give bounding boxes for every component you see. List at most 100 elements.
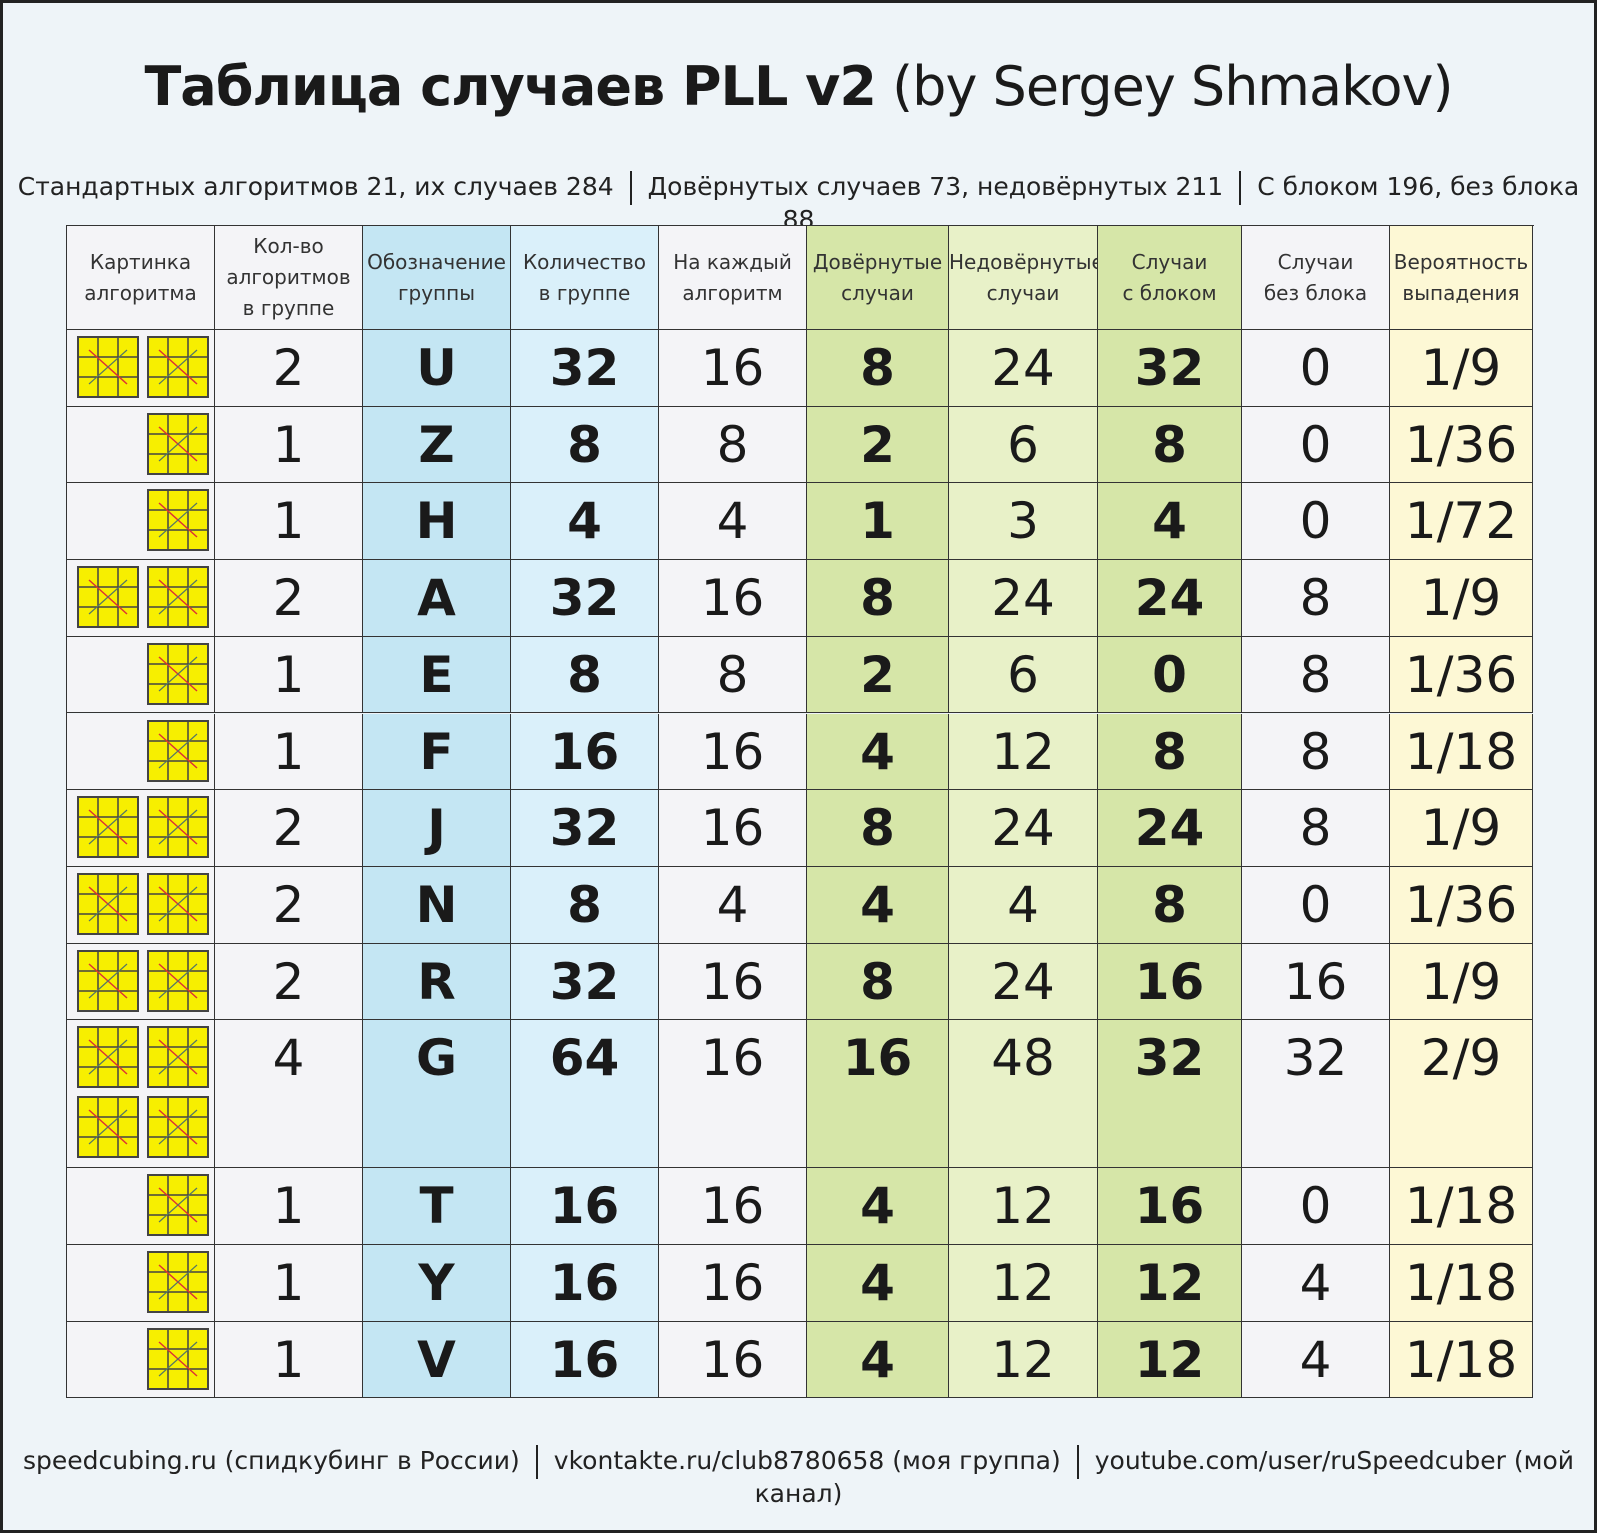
table-cell: 4 [659, 483, 807, 561]
table-cell: J [363, 790, 511, 867]
column-header: Кол-во алгоритмов в группе [215, 226, 363, 330]
column-header: Недовёрнутые случаи [949, 226, 1104, 330]
cube-icon [77, 1026, 139, 1089]
header-line: случаи [841, 280, 914, 305]
icon-cell [67, 943, 215, 1021]
table-cell: 1/18 [1390, 1245, 1533, 1322]
table-cell: 16 [659, 1168, 807, 1246]
table-cell: 1/36 [1390, 636, 1533, 714]
table-cell: 0 [1242, 483, 1390, 561]
header-line: Обозначение [367, 249, 506, 274]
table-cell: 1 [215, 713, 363, 791]
table-cell: 32 [511, 560, 659, 637]
table-cell: 8 [511, 406, 659, 484]
table-cell: 16 [511, 1168, 659, 1246]
table-cell: 48 [949, 1020, 1098, 1169]
table-cell: 0 [1242, 406, 1390, 484]
table-cell: 8 [1098, 406, 1242, 484]
table-cell: 32 [1098, 330, 1242, 407]
table-cell: 1 [215, 1168, 363, 1246]
table-cell: 16 [511, 1321, 659, 1399]
table-cell: N [363, 866, 511, 944]
header-line: Количество [522, 249, 646, 274]
cube-icon [147, 566, 209, 629]
header-line: Недовёрнутые [949, 249, 1104, 274]
table-cell: G [363, 1020, 511, 1169]
table-cell: 8 [1242, 713, 1390, 791]
cube-icon [147, 1327, 209, 1390]
table-cell: 1/18 [1390, 1168, 1533, 1246]
table-cell: 6 [949, 636, 1098, 714]
table-cell: 3 [949, 483, 1098, 561]
table-cell: 6 [949, 406, 1098, 484]
header-line: в группе [538, 280, 631, 305]
table-cell: 8 [1242, 790, 1390, 867]
column-header: Обозначение группы [363, 226, 511, 330]
link: youtube.com/user/ruSpeedcuber (мой канал… [754, 1446, 1575, 1508]
column-header: Случаи без блока [1242, 226, 1390, 330]
table-cell: 2 [807, 636, 949, 714]
table-cell: 8 [659, 636, 807, 714]
table-cell: 2 [807, 406, 949, 484]
table-cell: V [363, 1321, 511, 1399]
table-cell: 64 [511, 1020, 659, 1169]
table-cell: 16 [1242, 943, 1390, 1021]
title-rest: (by Sergey Shmakov) [892, 55, 1453, 118]
table-cell: 12 [1098, 1245, 1242, 1322]
table-cell: 12 [949, 713, 1098, 791]
table-cell: 0 [1242, 1168, 1390, 1246]
table-cell: 1/9 [1390, 943, 1533, 1021]
icon-cell [67, 790, 215, 867]
table-cell: 12 [1098, 1321, 1242, 1399]
icon-cell [67, 1245, 215, 1322]
table-cell: 8 [511, 636, 659, 714]
title: Таблица случаев PLL v2 (by Sergey Shmako… [3, 55, 1594, 118]
cube-icon [77, 872, 139, 935]
icon-cell [67, 330, 215, 407]
table-cell: 16 [511, 1245, 659, 1322]
table-cell: 8 [659, 406, 807, 484]
table-cell: 1/9 [1390, 330, 1533, 407]
table-cell: 1 [807, 483, 949, 561]
icon-cell [67, 1168, 215, 1246]
table-cell: Y [363, 1245, 511, 1322]
footer: speedcubing.ru (спидкубинг в России) vkon… [3, 1445, 1594, 1508]
cube-icon [147, 1174, 209, 1237]
table-cell: 16 [659, 943, 807, 1021]
cube-icon [147, 1251, 209, 1314]
table-cell: 4 [807, 1321, 949, 1399]
table-cell: 2 [215, 790, 363, 867]
header-line: выпадения [1402, 280, 1520, 305]
table-cell: 2 [215, 560, 363, 637]
table-cell: 4 [807, 1168, 949, 1246]
table-cell: 8 [807, 943, 949, 1021]
cube-icon [147, 412, 209, 475]
table-cell: Z [363, 406, 511, 484]
column-header: Случаи с блоком [1098, 226, 1242, 330]
icon-cell [67, 1020, 215, 1169]
header-line: Случаи [1277, 249, 1354, 274]
header-line: группы [398, 280, 475, 305]
table-cell: 8 [1242, 636, 1390, 714]
table-cell: 8 [807, 560, 949, 637]
table-cell: 1 [215, 636, 363, 714]
column-header: Количество в группе [511, 226, 659, 330]
icon-cell [67, 1321, 215, 1399]
table-cell: 16 [659, 1245, 807, 1322]
table-cell: 1 [215, 406, 363, 484]
table-cell: T [363, 1168, 511, 1246]
header-line: алгоритм [682, 280, 783, 305]
cube-icon [147, 796, 209, 859]
icon-cell [67, 636, 215, 714]
table-cell: 4 [1242, 1245, 1390, 1322]
column-header: Картинка алгоритма [67, 226, 215, 330]
table-cell: 1/18 [1390, 713, 1533, 791]
table-cell: 4 [807, 1245, 949, 1322]
cube-icon [147, 642, 209, 705]
table-cell: 4 [659, 866, 807, 944]
table-cell: 2 [215, 330, 363, 407]
table-cell: 8 [1242, 560, 1390, 637]
table-cell: 16 [659, 790, 807, 867]
table-cell: 1/72 [1390, 483, 1533, 561]
table-cell: 4 [511, 483, 659, 561]
